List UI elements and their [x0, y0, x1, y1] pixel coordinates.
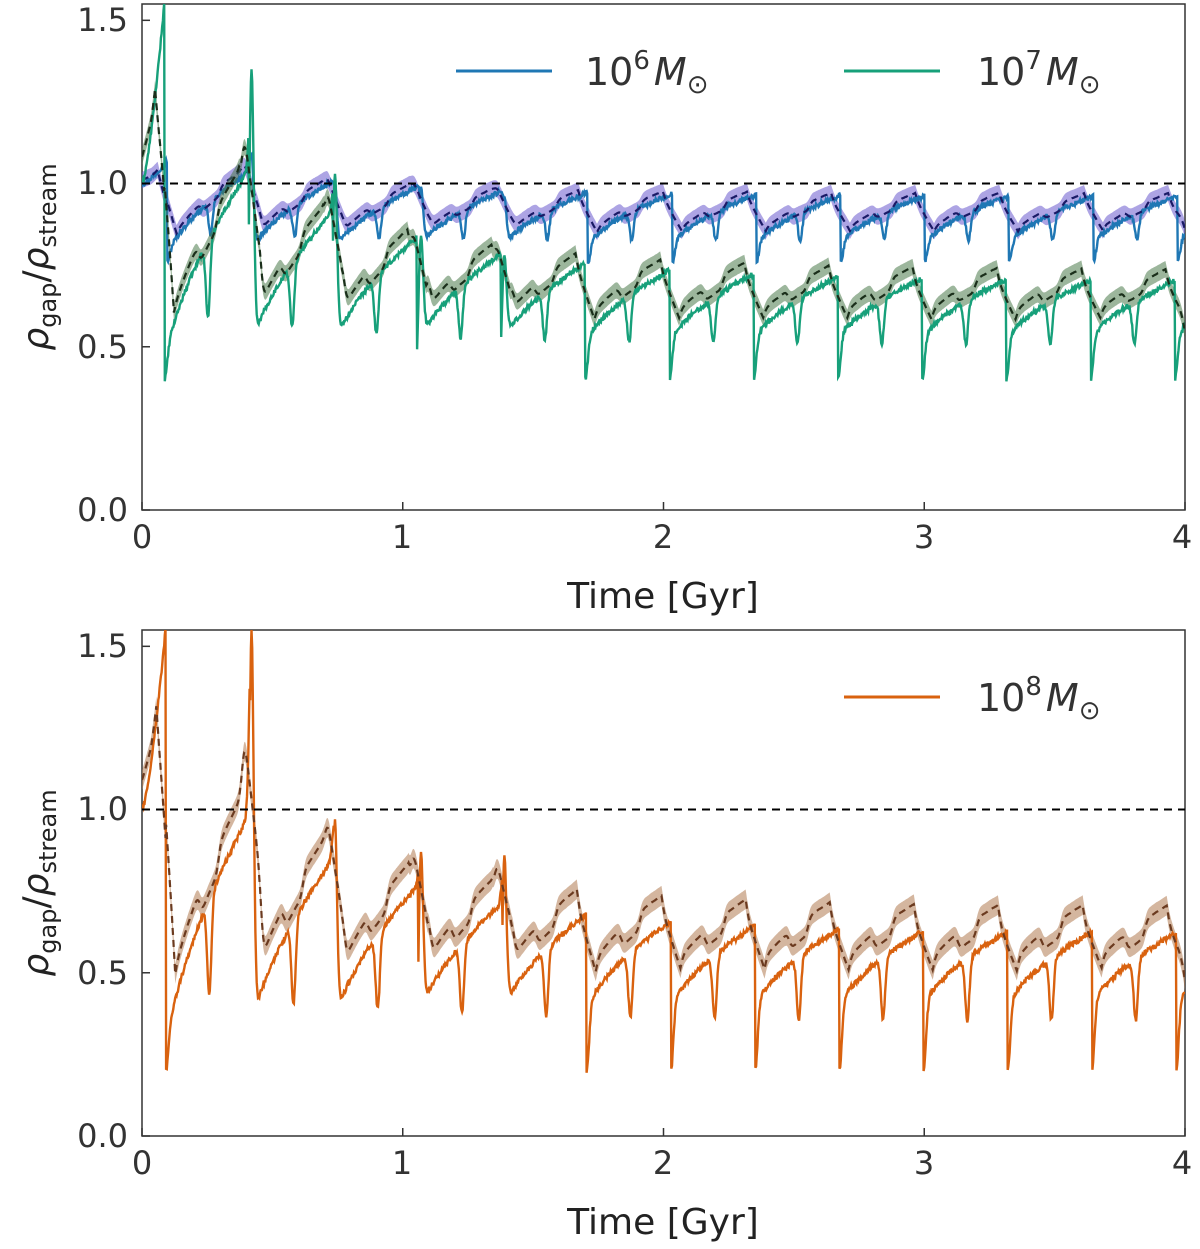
- x-tick-label: 3: [914, 518, 934, 556]
- legend-label-1e8: 108 M⊙: [977, 672, 1101, 726]
- series-mean-0: [142, 706, 1185, 982]
- x-tick-label: 1: [392, 1144, 412, 1182]
- bottom-panel: 0.0 0.5 1.0 1.5 0 1 2 3 4 Time [Gyr] ρga…: [16, 627, 1192, 1243]
- y-tick-label: 1.5: [77, 1, 128, 39]
- y-tick-label: 0.0: [77, 491, 128, 529]
- y-tick-label: 0.5: [77, 954, 128, 992]
- series-line-0: [142, 630, 1185, 1073]
- plot-frame: [141, 629, 1186, 1137]
- y-axis-title: ρgap/ρstream: [16, 163, 62, 350]
- legend-label-1e6: 106 M⊙: [585, 46, 709, 100]
- x-tick-label: 1: [392, 518, 412, 556]
- x-tick-label: 0: [132, 518, 152, 556]
- x-tick-label: 2: [653, 518, 673, 556]
- legend: 108 M⊙: [844, 672, 1101, 726]
- x-tick-label: 4: [1172, 518, 1192, 556]
- legend: 106 M⊙ 107 M⊙: [456, 46, 1101, 100]
- x-tick-label: 3: [914, 1144, 934, 1182]
- plot-area: [141, 4, 1186, 511]
- x-axis-title: Time [Gyr]: [566, 1202, 759, 1243]
- y-axis-title: ρgap/ρstream: [16, 789, 62, 976]
- x-tick-label: 4: [1172, 1144, 1192, 1182]
- series-mean-1: [142, 88, 1185, 329]
- y-tick-label: 1.0: [77, 790, 128, 828]
- top-panel: 0.0 0.5 1.0 1.5 0 1 2 3 4 Time [Gyr] ρga…: [16, 1, 1192, 617]
- y-tick-label: 1.5: [77, 627, 128, 665]
- y-tick-label: 0.0: [77, 1117, 128, 1155]
- x-axis-title: Time [Gyr]: [566, 576, 759, 617]
- series-mean-0: [142, 164, 1185, 237]
- plot-area: [141, 630, 1186, 1137]
- legend-label-1e7: 107 M⊙: [977, 46, 1101, 100]
- y-tick-label: 1.0: [77, 164, 128, 202]
- x-tick-label: 0: [132, 1144, 152, 1182]
- y-tick-label: 0.5: [77, 328, 128, 366]
- x-tick-label: 2: [653, 1144, 673, 1182]
